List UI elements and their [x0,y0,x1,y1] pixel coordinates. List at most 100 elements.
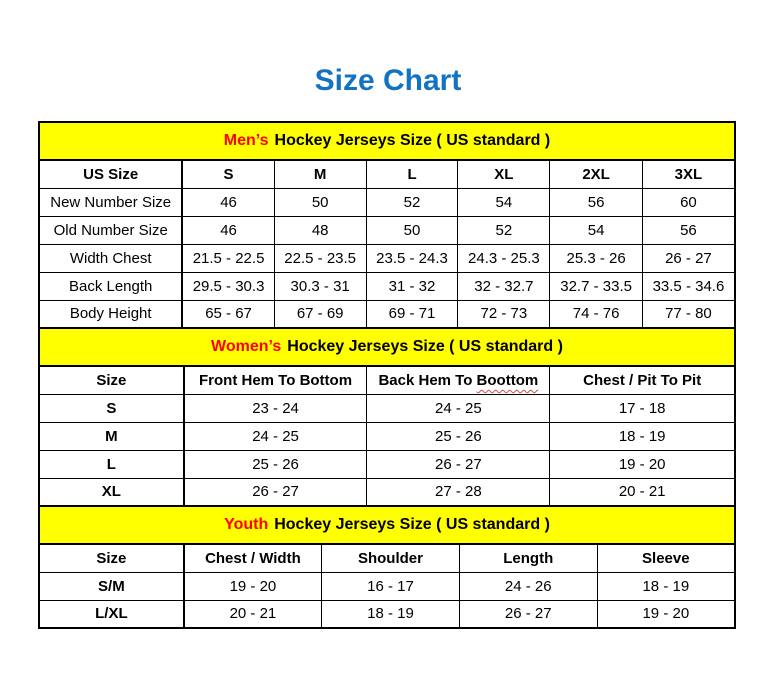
size-chart-tables: Men’s Hockey Jerseys Size ( US standard )… [38,121,736,629]
value-cell: 52 [457,215,551,245]
column-header: Front Hem To Bottom [183,365,368,395]
column-header: Chest / Width [183,543,323,573]
header-row: Size Front Hem To Bottom Back Hem To Boott… [38,365,736,395]
value-cell: 23 - 24 [183,393,368,423]
section-youth: Youth Hockey Jerseys Size ( US standard )… [38,505,736,629]
band-title-highlight: Men’s [223,132,269,149]
column-header: 3XL [641,159,736,189]
column-header: US Size [38,159,184,189]
youth-size-table: Size Chest / Width Shoulder Length Sleeve S/M… [38,543,736,629]
value-cell: 56 [641,215,736,245]
value-cell: 23.5 - 24.3 [365,243,459,273]
value-cell: 50 [273,187,367,217]
column-header: Chest / Pit To Pit [549,365,736,395]
value-cell: 26 - 27 [458,599,598,629]
page-title: Size Chart [314,64,462,97]
table-row: Old Number Size 46 48 50 52 54 56 [38,215,736,245]
row-label: XL [38,477,185,507]
table-row: New Number Size 46 50 52 54 56 60 [38,187,736,217]
table-row: L 25 - 26 26 - 27 19 - 20 [38,449,736,479]
band-title-highlight: Youth [224,516,269,533]
womens-band: Women’s Hockey Jerseys Size ( US standard… [38,327,736,367]
value-cell: 26 - 27 [183,477,368,507]
value-cell: 60 [641,187,736,217]
value-cell: 20 - 21 [183,599,323,629]
value-cell: 18 - 19 [549,421,736,451]
value-cell: 52 [365,187,459,217]
value-cell: 24 - 25 [366,393,551,423]
section-womens: Women’s Hockey Jerseys Size ( US standard… [38,327,736,507]
row-label: S/M [38,571,185,601]
value-cell: 20 - 21 [549,477,736,507]
band-title-rest: Hockey Jerseys Size ( US standard ) [274,516,550,533]
row-label: Body Height [38,299,184,329]
value-cell: 54 [457,187,551,217]
column-header: 2XL [549,159,643,189]
row-label: L [38,449,185,479]
row-label: M [38,421,185,451]
value-cell: 50 [365,215,459,245]
value-cell: 26 - 27 [641,243,736,273]
band-title-rest: Hockey Jerseys Size ( US standard ) [274,132,551,149]
row-label: L/XL [38,599,185,629]
column-header: M [273,159,367,189]
table-row: S/M 19 - 20 16 - 17 24 - 26 18 - 19 [38,571,736,601]
header-row: Size Chest / Width Shoulder Length Sleeve [38,543,736,573]
value-cell: 32 - 32.7 [457,271,551,301]
value-cell: 19 - 20 [596,599,736,629]
mens-size-table: US Size S M L XL 2XL 3XL New Number Size 46 50 52 5… [38,159,736,329]
table-row: Back Length 29.5 - 30.3 30.3 - 31 31 - 32 32… [38,271,736,301]
column-header: Length [458,543,598,573]
value-cell: 24 - 26 [458,571,598,601]
header-text: Back Hem To [378,371,477,389]
column-header: Size [38,365,185,395]
row-label: Back Length [38,271,184,301]
table-row: M 24 - 25 25 - 26 18 - 19 [38,421,736,451]
table-row: Body Height 65 - 67 67 - 69 69 - 71 72 - 73 7… [38,299,736,329]
value-cell: 67 - 69 [273,299,367,329]
value-cell: 74 - 76 [549,299,643,329]
row-label: New Number Size [38,187,184,217]
column-header: Sleeve [596,543,736,573]
row-label: Width Chest [38,243,184,273]
band-title-rest: Hockey Jerseys Size ( US standard ) [287,338,563,355]
column-header: Back Hem To Boottom [366,365,551,395]
value-cell: 27 - 28 [366,477,551,507]
value-cell: 46 [181,215,275,245]
value-cell: 21.5 - 22.5 [181,243,275,273]
value-cell: 16 - 17 [321,571,460,601]
column-header: S [181,159,275,189]
value-cell: 69 - 71 [365,299,459,329]
column-header: Size [38,543,185,573]
table-row: Width Chest 21.5 - 22.5 22.5 - 23.5 23.5 - … [38,243,736,273]
womens-size-table: Size Front Hem To Bottom Back Hem To Boott… [38,365,736,507]
value-cell: 17 - 18 [549,393,736,423]
table-row: S 23 - 24 24 - 25 17 - 18 [38,393,736,423]
value-cell: 30.3 - 31 [273,271,367,301]
band-title-highlight: Women’s [211,338,282,355]
row-label: Old Number Size [38,215,184,245]
value-cell: 18 - 19 [321,599,460,629]
value-cell: 72 - 73 [457,299,551,329]
value-cell: 54 [549,215,643,245]
table-row: XL 26 - 27 27 - 28 20 - 21 [38,477,736,507]
value-cell: 32.7 - 33.5 [549,271,643,301]
column-header: XL [457,159,551,189]
value-cell: 25 - 26 [183,449,368,479]
value-cell: 18 - 19 [596,571,736,601]
column-header: Shoulder [321,543,460,573]
value-cell: 29.5 - 30.3 [181,271,275,301]
value-cell: 25.3 - 26 [549,243,643,273]
table-row: L/XL 20 - 21 18 - 19 26 - 27 19 - 20 [38,599,736,629]
value-cell: 26 - 27 [366,449,551,479]
value-cell: 24.3 - 25.3 [457,243,551,273]
value-cell: 46 [181,187,275,217]
value-cell: 25 - 26 [366,421,551,451]
value-cell: 19 - 20 [549,449,736,479]
value-cell: 65 - 67 [181,299,275,329]
value-cell: 31 - 32 [365,271,459,301]
youth-band: Youth Hockey Jerseys Size ( US standard ) [38,505,736,545]
value-cell: 48 [273,215,367,245]
mens-band: Men’s Hockey Jerseys Size ( US standard ) [38,121,736,161]
